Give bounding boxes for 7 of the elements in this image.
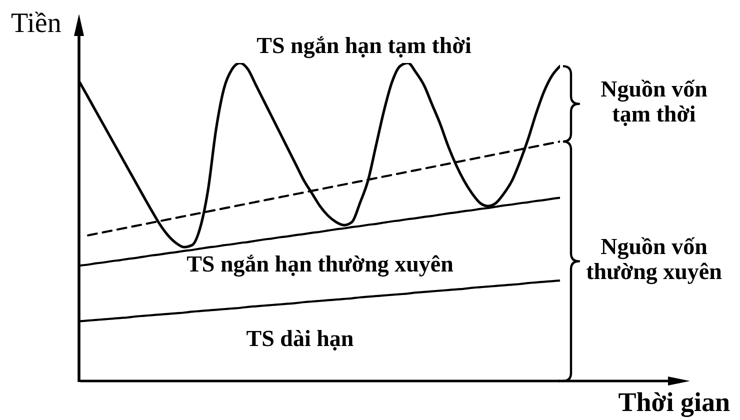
text: Nguồn vốn thường xuyên [586,234,722,286]
x-axis-title: Thời gian [618,387,730,417]
series-label: TS ngắn hạn thường xuyên [186,252,454,278]
text: Nguồn vốn tạm thời [600,76,708,127]
series-label: TS ngắn hạn tạm thời [256,33,472,59]
y-axis-title: Tiền [11,8,62,39]
series-label: TS dài hạn [246,326,354,352]
